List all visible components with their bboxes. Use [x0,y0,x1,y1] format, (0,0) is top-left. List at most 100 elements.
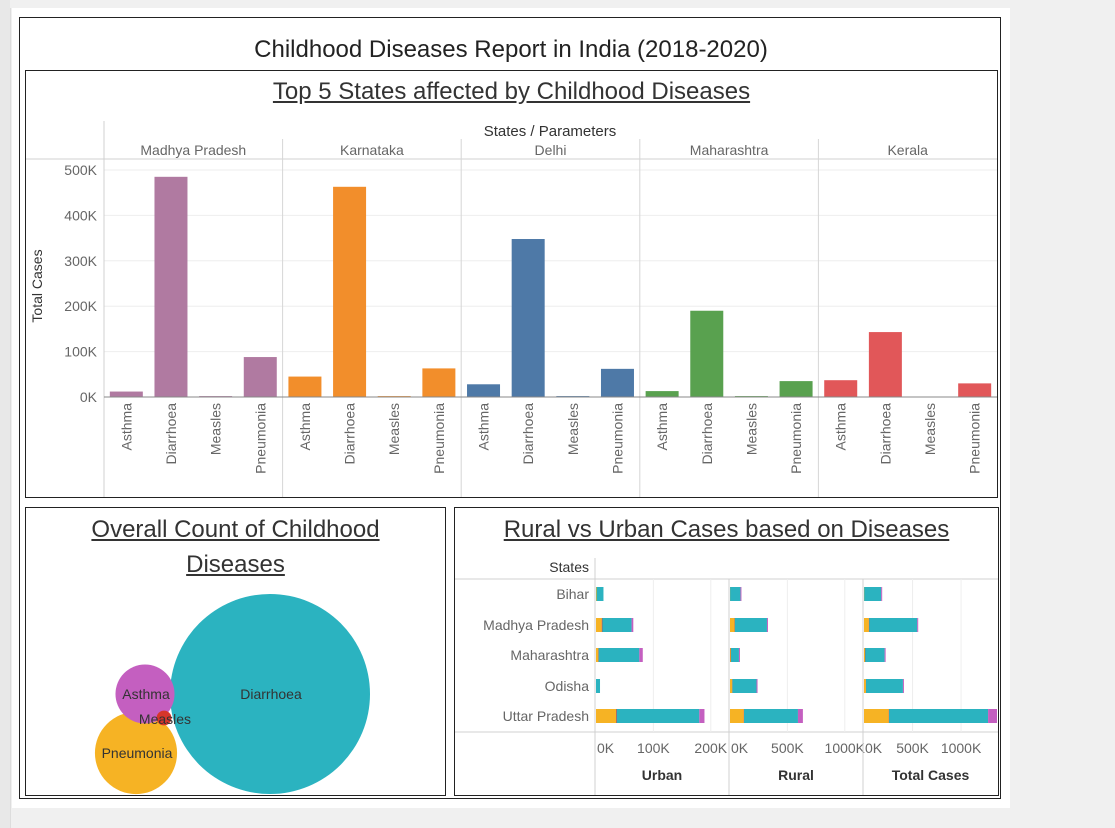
bar-total-cases-bihar-asthma [881,587,883,601]
bubble-diarrhoea [170,594,370,794]
y-tick-label: 400K [64,207,97,223]
bar-urban-uttar-pradesh-pneumonia [596,709,617,723]
x-tick-label: Asthma [476,403,492,451]
bar-madhya-pradesh-pneumonia [243,357,277,397]
bar-total-cases-uttar-pradesh-asthma [988,709,997,723]
side-scroll-strip [0,0,11,828]
bar-total-cases-madhya-pradesh-diarrhoea [869,618,918,632]
bar-total-cases-odisha-pneumonia [864,679,866,693]
x-tick-label: Measles [922,403,938,455]
x-tick-label: Diarrhoea [163,403,179,465]
bar-urban-madhya-pradesh-measles [601,618,603,632]
bar-karnataka-asthma [288,376,322,397]
bubble-label-pneumonia: Pneumonia [102,745,173,761]
bar-rural-odisha-asthma [756,679,758,693]
x-tick-label: Diarrhoea [342,403,358,465]
stacked-chart-panel: Rural vs Urban Cases based on Diseases S… [454,507,999,796]
row-label-odisha: Odisha [545,678,590,694]
row-label-bihar: Bihar [556,586,589,602]
x-tick-label: Diarrhoea [877,403,893,465]
x-tick-label: 1000K [825,740,866,756]
x-tick-label: Asthma [297,403,313,451]
dashboard-frame: Childhood Diseases Report in India (2018… [19,17,1001,799]
bar-madhya-pradesh-diarrhoea [154,176,188,397]
x-tick-label: Measles [743,403,759,455]
x-tick-label: Pneumonia [967,403,983,474]
bar-total-cases-maharashtra-pneumonia [864,648,865,662]
bar-total-cases-bihar-diarrhoea [864,587,882,601]
y-axis-title: Total Cases [29,249,45,322]
bar-urban-madhya-pradesh-pneumonia [596,618,602,632]
bubble-chart-title-line2: Diseases [186,551,285,578]
x-tick-label: Pneumonia [431,403,447,474]
y-tick-label: 500K [64,162,97,178]
bar-chart: Total Cases States / Parameters 0K 100K 200K… [26,121,997,497]
x-tick-label: Diarrhoea [520,403,536,465]
bar-total-cases-uttar-pradesh-pneumonia [864,709,889,723]
stacked-chart-title: Rural vs Urban Cases based on Diseases [503,516,950,543]
x-tick-label: 0K [731,740,749,756]
bar-urban-maharashtra-asthma [639,648,643,662]
bar-kerala-diarrhoea [868,332,902,397]
x-tick-label: Measles [208,403,224,455]
bar-maharashtra-diarrhoea [690,310,724,397]
stacked-bar-chart: States Bihar Madhya Pradesh Maharashtra Odis… [455,558,998,795]
bar-total-cases-madhya-pradesh-asthma [917,618,919,632]
bar-urban-uttar-pradesh-asthma [699,709,705,723]
bubble-asthma [115,664,175,724]
bar-urban-bihar-diarrhoea [596,587,604,601]
x-tick-label: 0K [865,740,883,756]
x-axis-title-urban: Urban [642,767,682,783]
bar-maharashtra-asthma [645,391,679,397]
report-title: Childhood Diseases Report in India (2018… [254,36,768,63]
row-label-madhya-pradesh: Madhya Pradesh [483,617,589,633]
bubble-label-asthma: Asthma [122,686,170,702]
bar-rural-bihar-diarrhoea [730,587,741,601]
bubble-chart-title-line1: Overall Count of Childhood [91,516,380,543]
state-header-kerala: Kerala [887,142,928,158]
x-axis-title-total-cases: Total Cases [892,767,970,783]
bubble-label-measles: Measles [139,711,191,727]
bar-madhya-pradesh-asthma [109,391,143,397]
bar-total-cases-odisha-asthma [902,679,904,693]
bubble-measles [156,710,172,726]
x-tick-label: 100K [637,740,670,756]
bar-urban-uttar-pradesh-measles [616,709,618,723]
bar-rural-uttar-pradesh-diarrhoea [744,709,798,723]
bar-total-cases-maharashtra-diarrhoea [865,648,885,662]
column-header: States / Parameters [484,123,617,140]
bar-total-cases-madhya-pradesh-pneumonia [864,618,869,632]
bar-karnataka-diarrhoea [333,186,367,397]
y-tick-label: 100K [64,344,97,360]
x-tick-label: 200K [694,740,727,756]
bar-kerala-asthma [824,380,858,397]
x-tick-label: 500K [771,740,804,756]
bubble-chart: Diarrhoea Pneumonia Asthma Measles [94,594,370,795]
bar-urban-bihar-pneumonia [596,587,597,601]
x-axis-title-rural: Rural [778,767,814,783]
state-header-maharashtra: Maharashtra [690,142,769,158]
bar-delhi-pneumonia [600,368,634,397]
top-strip [10,0,1010,8]
bar-total-cases-uttar-pradesh-diarrhoea [889,709,989,723]
bar-rural-madhya-pradesh-asthma [766,618,768,632]
x-tick-label: Asthma [833,403,849,451]
bar-urban-odisha-diarrhoea [596,679,601,693]
x-tick-label: Pneumonia [788,403,804,474]
x-tick-label: Asthma [118,403,134,451]
state-header-delhi: Delhi [535,142,567,158]
row-label-maharashtra: Maharashtra [510,647,589,663]
bubble-chart-panel: Overall Count of Childhood Diseases Diar… [25,507,446,796]
bar-rural-maharashtra-pneumonia [730,648,731,662]
x-tick-label: 0K [597,740,615,756]
bar-rural-uttar-pradesh-asthma [797,709,803,723]
bubble-label-diarrhoea: Diarrhoea [240,686,302,702]
x-tick-label: Pneumonia [252,403,268,474]
bar-kerala-pneumonia [958,383,992,397]
y-tick-label: 0K [80,389,98,405]
bar-urban-maharashtra-diarrhoea [598,648,640,662]
state-header-karnataka: Karnataka [340,142,404,158]
y-tick-label: 300K [64,253,97,269]
bar-urban-uttar-pradesh-diarrhoea [616,709,700,723]
x-tick-label: Measles [386,403,402,455]
